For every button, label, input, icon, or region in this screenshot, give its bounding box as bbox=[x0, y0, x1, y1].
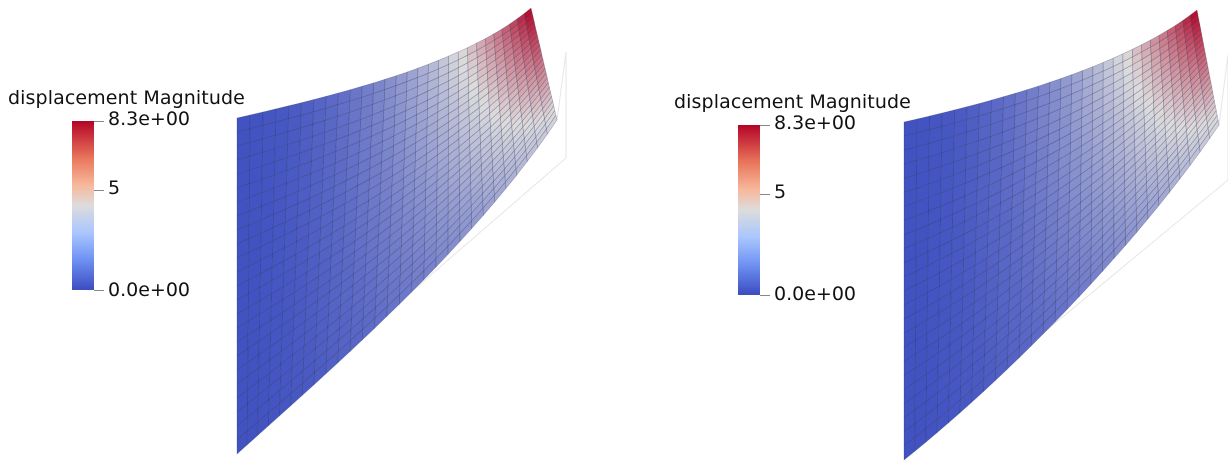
render-view-right[interactable]: displacement Magnitude 8.3e+00 5 0.0e+00 bbox=[614, 0, 1228, 464]
color-legend-max-label: 8.3e+00 bbox=[774, 112, 857, 134]
color-legend-tick-min bbox=[94, 290, 104, 291]
color-legend-title: displacement Magnitude bbox=[674, 91, 911, 113]
color-legend-mid-label: 5 bbox=[108, 177, 121, 199]
color-legend-title: displacement Magnitude bbox=[8, 87, 245, 109]
color-legend-min-label: 0.0e+00 bbox=[774, 283, 857, 305]
mesh-cell bbox=[546, 114, 558, 135]
mesh-cells bbox=[236, 7, 558, 455]
color-legend-bar bbox=[738, 125, 760, 295]
bounding-box-outline bbox=[913, 54, 1228, 441]
color-legend-mid-label: 5 bbox=[774, 181, 787, 203]
color-legend-tick-max bbox=[760, 125, 770, 126]
color-legend-bar bbox=[72, 121, 94, 290]
color-legend-tick-mid bbox=[94, 190, 104, 191]
mesh-surface[interactable] bbox=[0, 0, 614, 464]
color-legend-tick-min bbox=[760, 295, 770, 296]
mesh-cells bbox=[903, 9, 1220, 461]
render-view-left[interactable]: displacement Magnitude 8.3e+00 5 0.0e+00 bbox=[0, 0, 614, 464]
color-legend-tick-mid bbox=[760, 194, 770, 195]
mesh-cell bbox=[1208, 119, 1220, 140]
color-legend-tick-max bbox=[94, 121, 104, 122]
mesh-surface[interactable] bbox=[614, 0, 1228, 464]
color-legend-max-label: 8.3e+00 bbox=[108, 108, 191, 130]
color-legend-min-label: 0.0e+00 bbox=[108, 279, 191, 301]
